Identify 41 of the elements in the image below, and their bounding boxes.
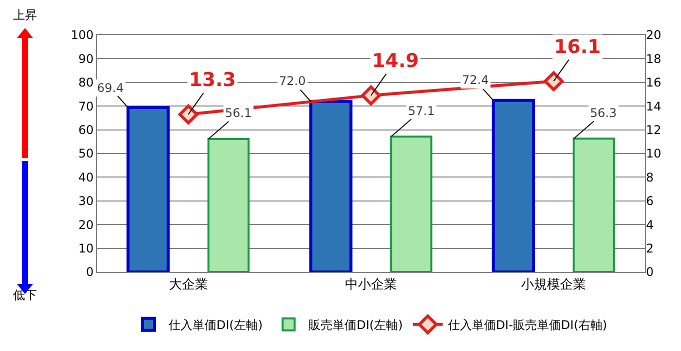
y-tick-label: 80 [78, 76, 94, 90]
y2-tick-label: 20 [646, 28, 662, 42]
data-label: 72.4 [462, 73, 489, 87]
y2-tick-label: 6 [646, 194, 654, 208]
data-label: 56.3 [590, 106, 617, 120]
y2-tick-label: 2 [646, 242, 654, 256]
point [178, 104, 198, 124]
x-tick-label: 中小企業 [345, 278, 397, 293]
y2-tick-label: 8 [646, 170, 654, 184]
y-tick-label: 70 [78, 99, 94, 114]
data-label: 69.4 [97, 81, 124, 95]
y-tick-label: 20 [78, 218, 94, 232]
data-label: 72.0 [279, 74, 306, 88]
y-tick-label: 90 [78, 52, 94, 66]
data-label: 57.1 [408, 104, 435, 118]
data-label: 13.3 [189, 69, 236, 91]
y2-tick-label: 10 [646, 146, 662, 161]
y2-tick-label: 14 [646, 99, 662, 114]
y-tick-label: 0 [86, 265, 94, 280]
y2-tick-label: 0 [646, 265, 654, 280]
legend-label: 仕入単価DI-販売単価DI(右軸) [446, 318, 608, 332]
y-tick-label: 100 [70, 28, 94, 42]
data-label: 16.1 [554, 36, 601, 58]
legend-label: 販売単価DI(左軸) [308, 318, 403, 332]
x-tick-label: 小規模企業 [521, 278, 586, 293]
y-tick-label: 40 [78, 170, 94, 184]
y2-tick-label: 16 [646, 76, 662, 90]
point [361, 85, 381, 106]
y-tick-label: 30 [78, 194, 94, 208]
data-label: 56.1 [225, 106, 252, 120]
legend-label: 仕入単価DI(左軸) [168, 318, 263, 332]
y-tick-label: 10 [78, 242, 94, 256]
text: 上昇 [13, 8, 37, 22]
y2-tick-label: 12 [646, 123, 662, 137]
point [544, 71, 564, 92]
y2-tick-label: 4 [646, 218, 654, 232]
y-tick-label: 60 [78, 123, 94, 137]
x-tick-label: 大企業 [168, 278, 208, 293]
y-tick-label: 50 [78, 146, 94, 161]
y2-tick-label: 18 [646, 52, 662, 66]
data-label: 14.9 [372, 50, 419, 72]
